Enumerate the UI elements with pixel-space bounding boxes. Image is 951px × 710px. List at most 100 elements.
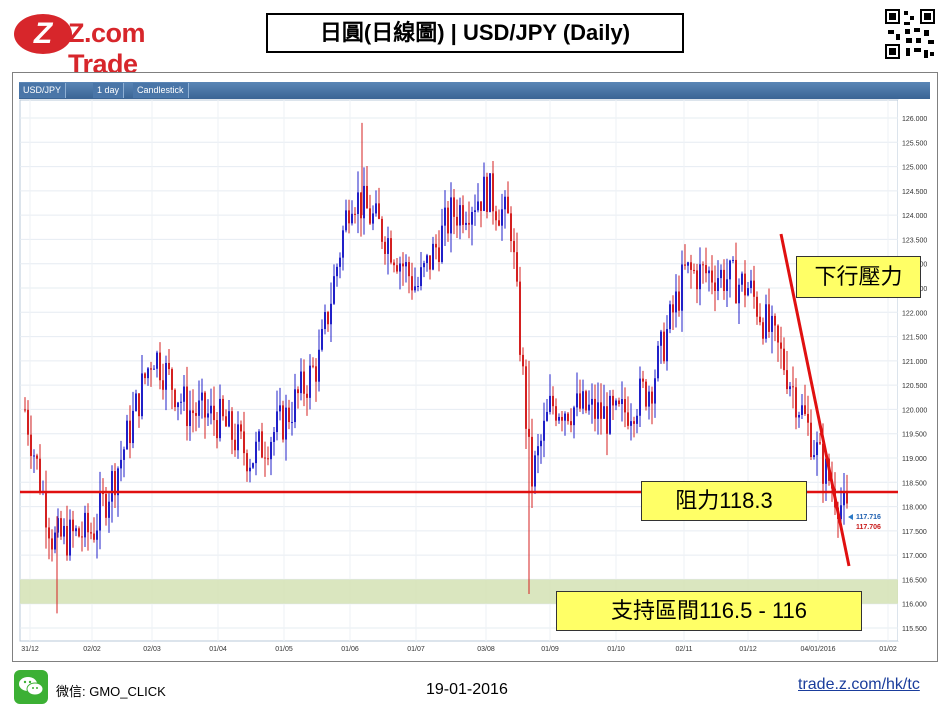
candle-body xyxy=(603,406,605,419)
candle-body xyxy=(279,405,281,412)
candle-body xyxy=(390,238,392,263)
x-tick-label: 01/10 xyxy=(607,646,625,653)
chart-type-tab[interactable]: Candlestick xyxy=(133,83,189,98)
candle-body xyxy=(108,501,110,518)
candle-body xyxy=(33,455,35,457)
x-tick-label: 02/11 xyxy=(676,646,693,653)
candle-body xyxy=(51,538,53,550)
candle-body xyxy=(777,325,779,343)
resistance-callout: 阻力118.3 xyxy=(641,481,807,521)
report-date: 19-01-2016 xyxy=(426,681,508,698)
candle-body xyxy=(693,269,695,271)
candle-body xyxy=(624,399,626,413)
candle-body xyxy=(342,230,344,258)
candle-body xyxy=(213,405,215,421)
candle-body xyxy=(756,296,758,317)
candle-body xyxy=(294,389,296,423)
candle-body xyxy=(132,410,134,444)
candle-body xyxy=(702,264,704,266)
candles xyxy=(24,122,848,614)
candle-body xyxy=(375,203,377,214)
candle-body xyxy=(168,362,170,370)
candle-body xyxy=(720,269,722,279)
candle-body xyxy=(333,276,335,304)
x-tick-label: 04/01/2016 xyxy=(800,646,835,653)
candle-body xyxy=(732,259,734,261)
candle-body xyxy=(273,432,275,442)
x-axis-ticks: 31/12 02/02 02/03 01/04 01/05 01/06 01/07 03/08… xyxy=(21,646,897,653)
candle-body xyxy=(534,455,536,487)
candle-body xyxy=(225,416,227,427)
candle-body xyxy=(27,409,29,435)
candle-body xyxy=(369,208,371,224)
ask-marker-icon xyxy=(848,514,853,520)
candle-body xyxy=(393,262,395,266)
website-link[interactable]: trade.z.com/hk/tc xyxy=(798,676,920,693)
candle-body xyxy=(729,260,731,280)
candle-body xyxy=(696,270,698,290)
candle-body xyxy=(180,401,182,403)
candle-body xyxy=(195,413,197,416)
x-tick-label: 01/09 xyxy=(541,646,559,653)
candle-body xyxy=(324,312,326,330)
candle-body xyxy=(93,533,95,540)
candle-body xyxy=(336,266,338,277)
candle-body xyxy=(597,402,599,419)
candle-body xyxy=(387,238,389,254)
x-tick-label: 01/12 xyxy=(739,646,757,653)
logo-badge xyxy=(14,14,72,54)
candle-body xyxy=(663,331,665,362)
y-tick-label: 117.000 xyxy=(902,553,927,560)
candle-body xyxy=(267,458,269,460)
candle-body xyxy=(177,402,179,408)
candle-body xyxy=(714,282,716,291)
candle-body xyxy=(258,431,260,442)
candle-body xyxy=(537,446,539,456)
candle-body xyxy=(138,393,140,417)
candle-body xyxy=(381,218,383,242)
candle-body xyxy=(405,262,407,267)
timeframe-tab[interactable]: 1 day xyxy=(93,83,125,98)
candle-body xyxy=(672,304,674,313)
candle-body xyxy=(384,241,386,254)
candle-body xyxy=(585,391,587,411)
candle-body xyxy=(444,207,446,226)
candle-body xyxy=(402,263,404,267)
candle-body xyxy=(813,455,815,458)
candle-body xyxy=(555,406,557,421)
candle-body xyxy=(630,421,632,426)
x-tick-label: 01/06 xyxy=(341,646,359,653)
chart-symbol-tab[interactable]: USD/JPY xyxy=(19,83,67,98)
candle-body xyxy=(117,468,119,496)
candle-body xyxy=(147,368,149,379)
candle-body xyxy=(822,443,824,484)
candle-body xyxy=(30,434,32,456)
candle-body xyxy=(129,420,131,444)
candle-body xyxy=(768,304,770,332)
candle-body xyxy=(276,411,278,433)
candle-body xyxy=(552,395,554,407)
candle-body xyxy=(264,457,266,459)
candle-body xyxy=(810,422,812,458)
candle-body xyxy=(807,413,809,423)
candle-body xyxy=(189,410,191,427)
candle-body xyxy=(804,405,806,414)
candle-body xyxy=(549,395,551,412)
candle-body xyxy=(840,505,842,520)
candle-body xyxy=(606,406,608,434)
y-tick-label: 122.000 xyxy=(902,310,927,317)
candle-body xyxy=(447,207,449,234)
candle-body xyxy=(639,378,641,416)
candle-body xyxy=(621,399,623,405)
candle-body xyxy=(39,458,41,492)
candle-body xyxy=(327,312,329,325)
candle-body xyxy=(63,525,65,537)
candle-body xyxy=(438,247,440,262)
candle-body xyxy=(618,400,620,405)
candle-body xyxy=(411,276,413,291)
candle-body xyxy=(546,411,548,421)
candle-body xyxy=(69,519,71,556)
candle-body xyxy=(45,491,47,528)
candle-body xyxy=(519,281,521,355)
y-tick-label: 116.000 xyxy=(902,602,927,609)
